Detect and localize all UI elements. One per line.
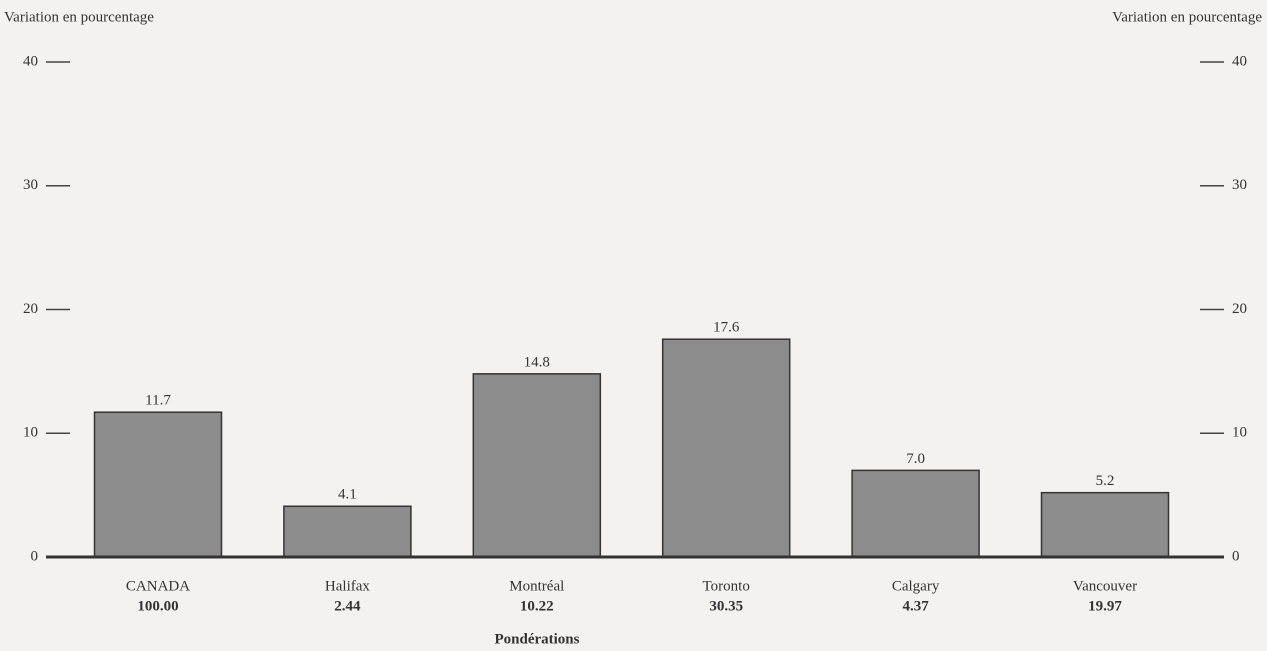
x-tick-label: CANADA xyxy=(126,578,190,594)
y2-tick-label: 40 xyxy=(1232,53,1247,69)
weight-label: 2.44 xyxy=(334,598,361,614)
x-tick-label: Halifax xyxy=(325,578,370,594)
x-tick-label: Calgary xyxy=(892,578,940,594)
y-tick-label: 30 xyxy=(23,177,38,193)
bar xyxy=(1040,491,1170,558)
y2-axis-label: Variation en pourcentage xyxy=(1112,9,1262,25)
value-label: 17.6 xyxy=(713,320,740,336)
value-label: 4.1 xyxy=(338,487,357,503)
y2-tick-label: 10 xyxy=(1232,425,1247,441)
value-label: 7.0 xyxy=(906,451,925,467)
y-tick-label: 40 xyxy=(23,53,38,69)
y2-tick-label: 30 xyxy=(1232,177,1247,193)
bar xyxy=(283,505,412,558)
y2-tick-label: 0 xyxy=(1232,548,1240,564)
weight-label: 4.37 xyxy=(902,598,929,614)
value-label: 11.7 xyxy=(145,393,171,409)
y2-tick-label: 20 xyxy=(1232,301,1247,317)
bar xyxy=(93,411,223,558)
value-label: 14.8 xyxy=(524,354,550,370)
value-label: 5.2 xyxy=(1096,473,1115,489)
x-axis-label: Pondérations xyxy=(494,631,579,647)
weight-label: 19.97 xyxy=(1088,598,1122,614)
weight-label: 30.35 xyxy=(709,598,743,614)
x-tick-label: Montréal xyxy=(509,578,564,594)
y-tick-label: 20 xyxy=(23,301,38,317)
bar xyxy=(661,338,791,558)
y-tick-label: 10 xyxy=(23,425,38,441)
bar xyxy=(472,373,602,558)
weight-label: 10.22 xyxy=(520,598,554,614)
y-tick-label: 0 xyxy=(31,548,39,564)
y-axis-label: Variation en pourcentage xyxy=(4,9,154,25)
bar xyxy=(851,469,980,558)
x-tick-label: Vancouver xyxy=(1073,578,1137,594)
x-tick-label: Toronto xyxy=(703,578,750,594)
weight-label: 100.00 xyxy=(137,598,178,614)
